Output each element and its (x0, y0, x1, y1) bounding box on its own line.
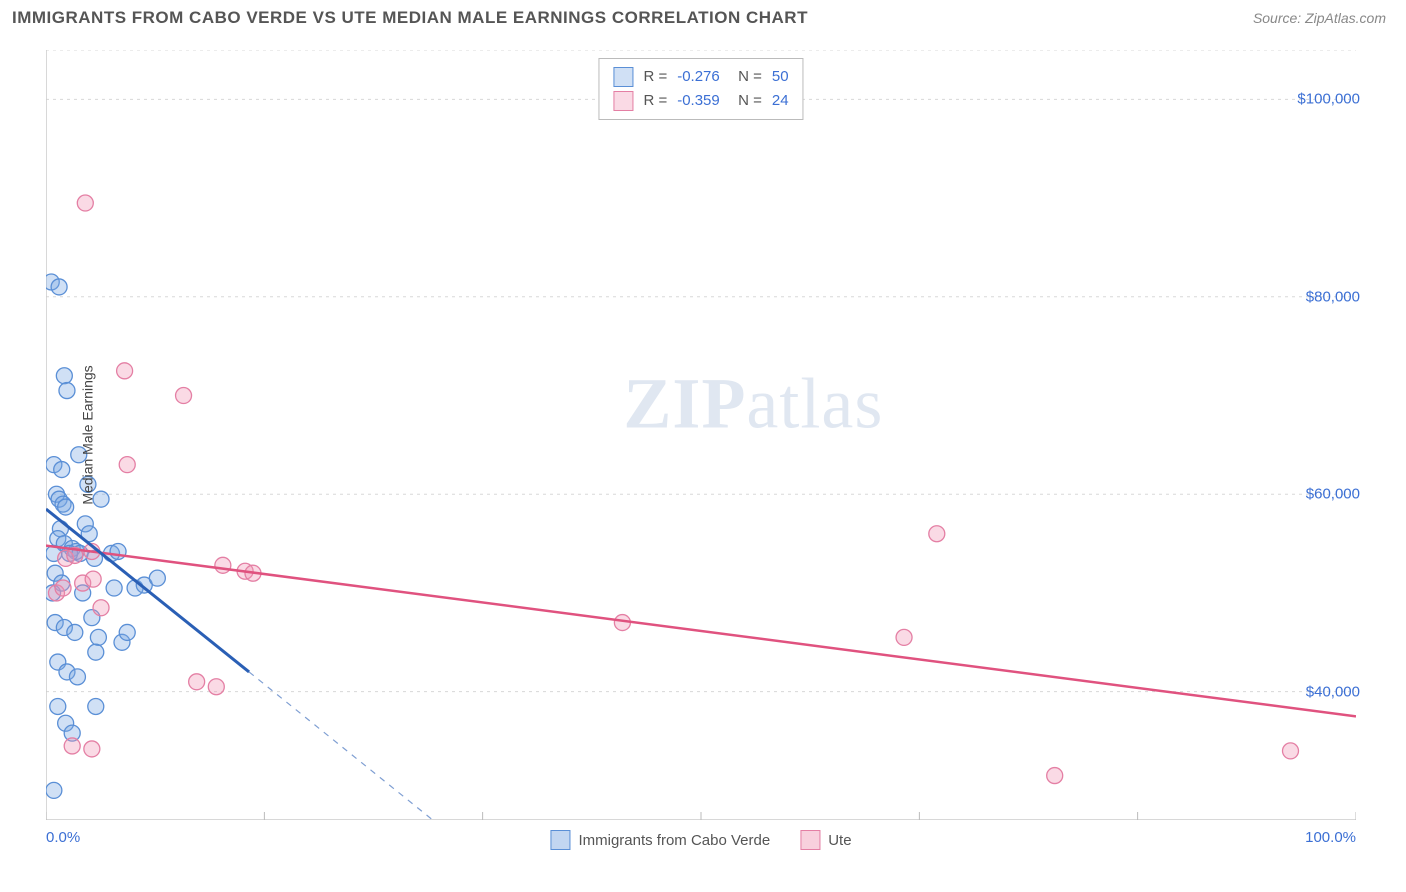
y-tick-label: $40,000 (1306, 683, 1360, 700)
scatter-plot (46, 50, 1356, 820)
legend-n-value: 50 (772, 65, 789, 89)
legend-stats-row: R = -0.276 N = 50 (613, 65, 788, 89)
legend-n-label: N = (730, 65, 762, 89)
legend-swatch-pink (613, 91, 633, 111)
legend-n-label: N = (730, 89, 762, 113)
x-tick-label: 0.0% (46, 829, 80, 846)
legend-swatch-pink-icon (800, 830, 820, 850)
legend-swatch-blue (613, 67, 633, 87)
legend-stats-row: R = -0.359 N = 24 (613, 89, 788, 113)
legend-series: Immigrants from Cabo Verde Ute (550, 830, 851, 850)
legend-r-value: -0.359 (677, 89, 720, 113)
y-axis-label: Median Male Earnings (80, 365, 96, 504)
legend-label: Ute (828, 832, 851, 849)
legend-swatch-blue-icon (550, 830, 570, 850)
legend-item-blue: Immigrants from Cabo Verde (550, 830, 770, 850)
y-tick-label: $100,000 (1297, 91, 1360, 108)
legend-n-value: 24 (772, 89, 789, 113)
chart-container: Median Male Earnings R = -0.276 N = 50 R… (46, 50, 1356, 820)
legend-r-value: -0.276 (677, 65, 720, 89)
legend-stats: R = -0.276 N = 50 R = -0.359 N = 24 (598, 58, 803, 120)
x-tick-label: 100.0% (1305, 829, 1356, 846)
y-tick-label: $60,000 (1306, 486, 1360, 503)
legend-label: Immigrants from Cabo Verde (578, 832, 770, 849)
legend-r-label: R = (643, 89, 667, 113)
y-tick-label: $80,000 (1306, 288, 1360, 305)
source-attribution: Source: ZipAtlas.com (1253, 10, 1386, 26)
legend-item-pink: Ute (800, 830, 851, 850)
chart-title: IMMIGRANTS FROM CABO VERDE VS UTE MEDIAN… (12, 8, 808, 28)
legend-r-label: R = (643, 65, 667, 89)
